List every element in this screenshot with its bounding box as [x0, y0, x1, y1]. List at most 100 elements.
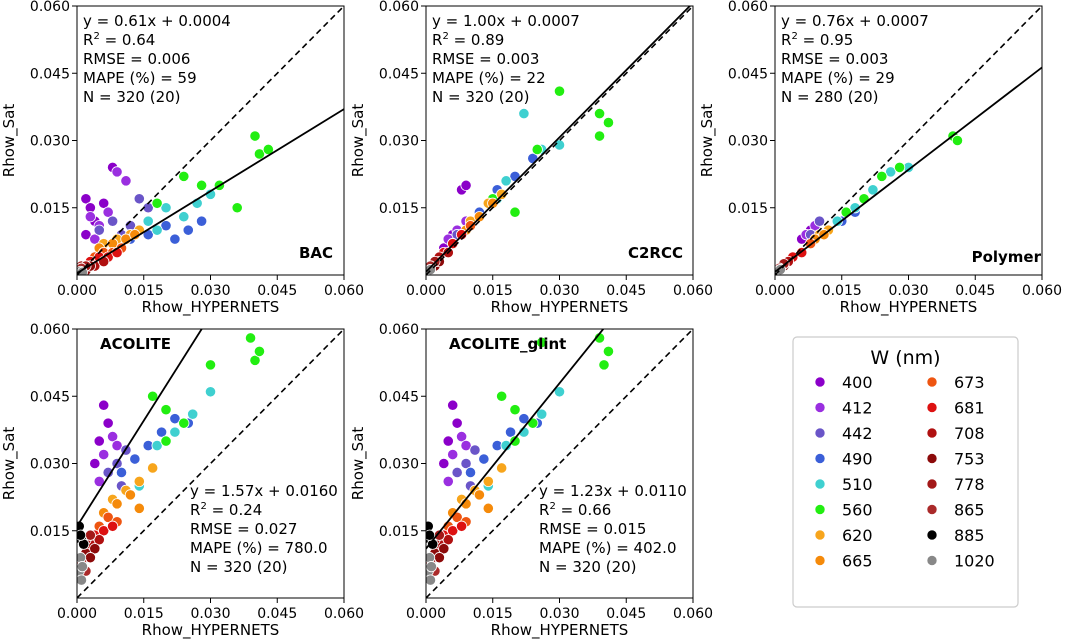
point-560 [253, 148, 266, 160]
x-tick-label: 0.030 [539, 283, 579, 299]
x-tick-label: 0.000 [406, 283, 446, 299]
point-400 [80, 229, 92, 241]
one-to-one-line [426, 329, 693, 598]
point-560 [593, 130, 606, 142]
legend-marker-620 [814, 529, 826, 541]
point-560 [951, 134, 964, 147]
point-490 [504, 426, 517, 438]
point-560 [196, 179, 208, 191]
point-560 [496, 390, 508, 402]
point-412 [89, 233, 101, 245]
point-490 [196, 215, 208, 227]
point-560 [249, 354, 261, 366]
legend-label-620: 620 [842, 526, 873, 545]
x-tick-label: 0.030 [888, 283, 928, 299]
x-axis-label: Rhow_HYPERNETS [142, 621, 280, 640]
point-442 [813, 215, 826, 227]
point-400 [80, 193, 92, 205]
x-tick-label: 0.015 [473, 283, 513, 299]
stat-line: MAPE (%) = 29 [781, 69, 895, 87]
fit-line [775, 66, 1042, 273]
point-510 [187, 408, 199, 420]
legend-marker-490 [814, 453, 826, 464]
y-tick-label: 0.015 [379, 524, 419, 540]
point-708 [93, 534, 105, 546]
point-620 [496, 462, 508, 474]
y-axis-label: Rhow_Sat [0, 104, 19, 178]
stat-r2: R2 = 0.66 [539, 501, 611, 519]
point-620 [482, 475, 494, 488]
x-tick-label: 0.030 [539, 606, 579, 622]
point-560 [602, 116, 615, 129]
fit-line [77, 108, 344, 274]
x-tick-label: 0.015 [124, 606, 164, 622]
legend-marker-442 [814, 427, 826, 439]
point-1020 [426, 561, 437, 573]
x-axis-label: Rhow_HYPERNETS [142, 298, 280, 317]
legend-marker-1020 [926, 555, 938, 566]
point-510 [518, 108, 530, 120]
y-tick-label: 0.045 [30, 66, 70, 82]
legend-label-778: 778 [954, 475, 985, 494]
point-560 [509, 435, 521, 447]
point-560 [553, 85, 566, 97]
stat-line: RMSE = 0.015 [539, 520, 646, 538]
stat-r2: R2 = 0.89 [432, 31, 504, 49]
point-412 [102, 206, 114, 218]
stat-r2: R2 = 0.64 [83, 31, 155, 49]
legend-marker-778 [926, 478, 938, 490]
x-tick-label: 0.030 [190, 283, 230, 299]
point-490 [464, 466, 477, 479]
point-412 [455, 430, 468, 443]
point-1020 [426, 574, 437, 586]
point-510 [160, 202, 172, 214]
panel-label: BAC [299, 244, 333, 262]
x-axis-label: Rhow_HYPERNETS [491, 621, 629, 640]
legend-label-885: 885 [954, 526, 985, 545]
legend-marker-510 [814, 478, 826, 490]
y-tick-label: 0.030 [30, 457, 70, 473]
y-axis-label: Rhow_Sat [349, 427, 368, 501]
stat-line: RMSE = 0.006 [83, 50, 190, 68]
point-665 [482, 502, 494, 514]
x-axis-label: Rhow_HYPERNETS [491, 298, 629, 317]
y-tick-label: 0.030 [30, 134, 70, 150]
y-tick-label: 0.030 [728, 134, 768, 150]
point-510 [204, 386, 217, 398]
point-560 [178, 417, 190, 429]
legend-label-665: 665 [842, 552, 873, 571]
point-490 [518, 413, 530, 425]
panel-label: ACOLITE [100, 335, 171, 353]
x-tick-label: 0.045 [955, 283, 995, 299]
point-510 [867, 184, 879, 196]
point-1020 [77, 561, 88, 573]
point-510 [151, 439, 163, 452]
point-510 [849, 202, 861, 214]
point-490 [160, 220, 172, 232]
point-560 [231, 202, 243, 214]
legend-marker-708 [926, 427, 938, 439]
stat-line: RMSE = 0.027 [190, 520, 297, 538]
y-tick-label: 0.030 [379, 457, 419, 473]
panel-label: C2RCC [628, 244, 683, 262]
legend-marker-665 [814, 555, 826, 566]
point-400 [98, 197, 110, 209]
panel-acolite-glint: 0.000 0.015 0.030 0.045 0.060 0.015 0.030 0.045… [349, 322, 713, 640]
point-400 [447, 399, 459, 411]
point-620 [147, 462, 159, 474]
stat-line: y = 1.23x + 0.0110 [539, 482, 687, 500]
legend: W (nm) 400 412 442 490 510 560 620 665 673 681 708 7… [792, 336, 1019, 608]
legend-label-560: 560 [842, 501, 873, 520]
y-tick-label: 0.060 [30, 322, 70, 338]
legend-marker-673 [926, 376, 938, 388]
y-tick-label: 0.015 [30, 524, 70, 540]
y-axis-label: Rhow_Sat [698, 104, 717, 178]
point-560 [160, 404, 172, 416]
legend-label-442: 442 [842, 424, 873, 443]
point-412 [98, 448, 110, 461]
fit-line [426, 329, 605, 550]
point-442 [133, 193, 145, 205]
point-510 [500, 175, 512, 187]
x-tick-label: 0.015 [822, 283, 862, 299]
